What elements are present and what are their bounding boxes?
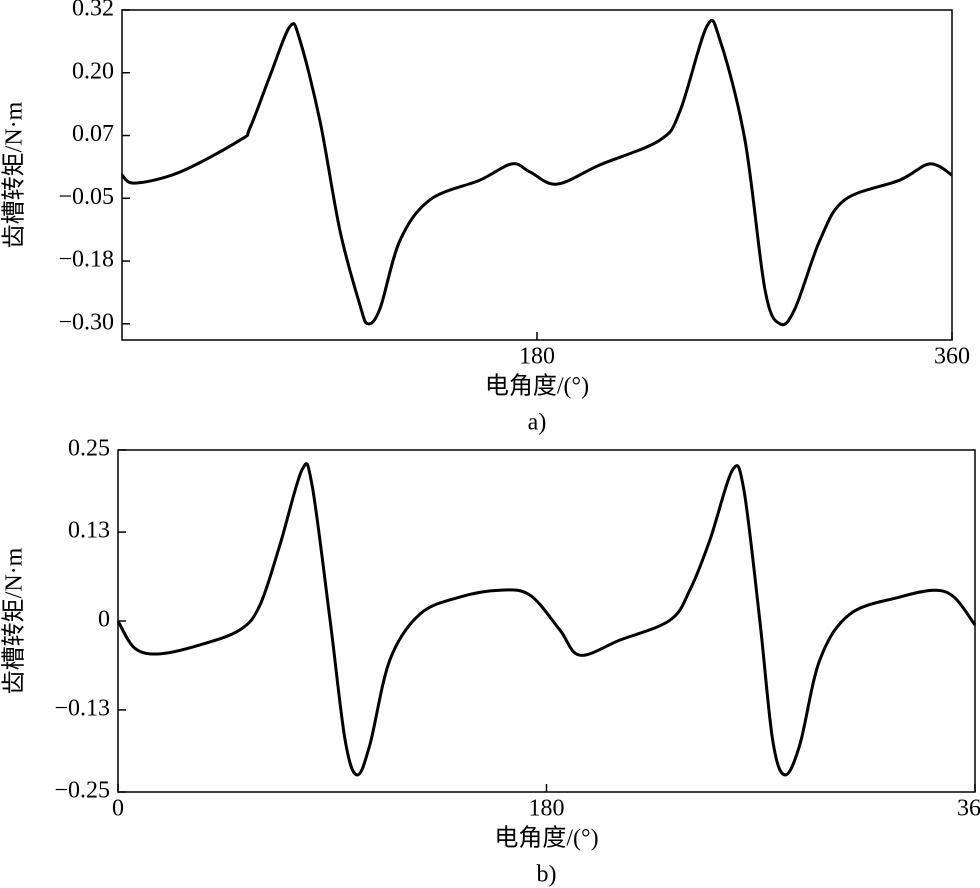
y-tick-label: −0.13 [54, 695, 110, 721]
data-line [116, 462, 977, 777]
x-axis-label: 电角度/(°) [485, 373, 589, 400]
y-tick-label: −0.05 [58, 184, 114, 210]
y-tick-label: −0.18 [58, 247, 114, 273]
y-tick-label: 0.32 [72, 0, 114, 22]
x-tick-label: 180 [529, 796, 565, 822]
y-tick-label: 0.07 [72, 121, 114, 147]
y-tick-label: −0.25 [54, 778, 110, 804]
x-tick-label: 0 [112, 796, 124, 822]
x-tick-label: 180 [519, 344, 555, 370]
x-tick-label: 360 [934, 344, 970, 370]
data-line [120, 18, 953, 327]
caption: b) [537, 862, 557, 888]
y-tick-label: 0.13 [68, 518, 110, 544]
y-axis-label: 齿槽转矩/N·m [1, 547, 28, 694]
x-tick-label: 360 [957, 796, 980, 822]
y-tick-label: −0.30 [58, 309, 114, 335]
x-axis-label: 电角度/(°) [494, 825, 598, 852]
y-tick-label: 0.20 [72, 58, 114, 84]
y-tick-label: 0 [98, 607, 110, 633]
plot-frame [117, 449, 976, 793]
y-tick-label: 0.25 [68, 436, 110, 462]
y-axis-label: 齿槽转矩/N·m [1, 101, 28, 248]
caption: a) [528, 410, 547, 436]
